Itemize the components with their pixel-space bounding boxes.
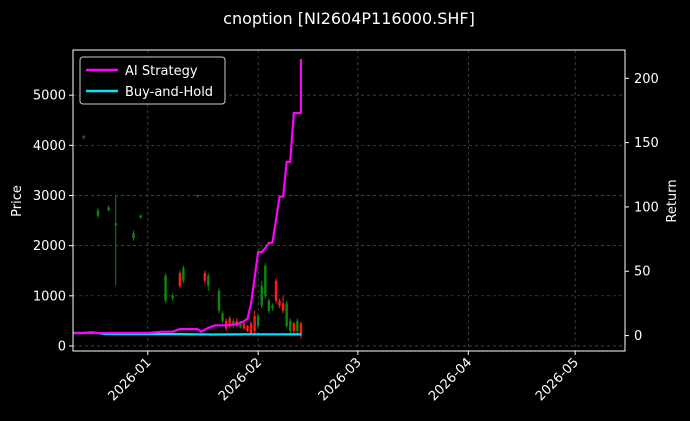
y2-tick-label: 200 bbox=[634, 72, 659, 87]
candle-body bbox=[178, 273, 182, 286]
candle-body bbox=[242, 323, 246, 329]
y-axis-label: Price bbox=[10, 185, 25, 217]
y-tick-label: 0 bbox=[58, 339, 66, 354]
tick-marks: 2026-01 2026-02 2026-03 2026-04 2026-0501000… bbox=[33, 72, 659, 404]
y-tick-label: 3000 bbox=[33, 189, 66, 204]
candle-body bbox=[281, 303, 285, 311]
candle-body bbox=[203, 273, 206, 281]
candle-body bbox=[292, 323, 295, 331]
candle-body bbox=[114, 223, 117, 226]
candle-body bbox=[246, 325, 249, 331]
candle-body bbox=[196, 195, 199, 197]
y2-tick-label: 150 bbox=[634, 136, 659, 151]
candle-body bbox=[249, 323, 253, 334]
candle-body bbox=[232, 320, 235, 326]
candle-body bbox=[82, 136, 85, 138]
candle-body bbox=[182, 268, 185, 281]
y-tick-label: 2000 bbox=[33, 239, 66, 254]
candles bbox=[82, 135, 303, 339]
y2-tick-label: 100 bbox=[634, 200, 659, 215]
candle-body bbox=[285, 303, 288, 326]
candle-body bbox=[217, 290, 221, 311]
candle-body bbox=[289, 320, 292, 331]
y-tick-label: 4000 bbox=[33, 139, 66, 154]
candle-body bbox=[171, 295, 174, 299]
candle-body bbox=[274, 280, 278, 301]
legend: AI Strategy Buy-and-Hold bbox=[79, 56, 226, 105]
candle-body bbox=[260, 285, 263, 306]
candle-body bbox=[299, 323, 303, 336]
candle-body bbox=[253, 315, 256, 331]
candle-body bbox=[271, 305, 274, 309]
candle-body bbox=[164, 275, 167, 301]
y-tick-label: 5000 bbox=[33, 89, 66, 104]
candle-body bbox=[207, 275, 210, 286]
candle-body bbox=[267, 300, 271, 311]
candle-body bbox=[264, 265, 267, 296]
y-tick-label: 1000 bbox=[33, 289, 66, 304]
x-tick-label: 2026-04 bbox=[426, 355, 475, 404]
series-line-ai-strategy bbox=[73, 59, 302, 335]
candle-body bbox=[278, 300, 281, 306]
candle-body bbox=[132, 233, 135, 239]
legend-label-buy-and-hold: Buy-and-Hold bbox=[125, 85, 213, 100]
plot-frame bbox=[72, 49, 626, 352]
candle-body bbox=[96, 210, 100, 216]
x-tick-label: 2026-01 bbox=[106, 355, 155, 404]
candle-body bbox=[139, 215, 142, 218]
y2-tick-label: 50 bbox=[634, 265, 651, 280]
chart-title: cnoption [NI2604P116000.SHF] bbox=[223, 9, 475, 28]
x-tick-label: 2026-03 bbox=[316, 355, 365, 404]
candle-body bbox=[239, 323, 242, 327]
candle-body bbox=[107, 207, 110, 211]
x-tick-label: 2026-02 bbox=[216, 355, 265, 404]
y2-tick-label: 0 bbox=[634, 329, 642, 344]
candle-body bbox=[256, 315, 260, 326]
y2-axis-label: Return bbox=[665, 179, 680, 222]
candle-body bbox=[228, 318, 231, 326]
legend-label-ai-strategy: AI Strategy bbox=[125, 64, 198, 79]
candle-body bbox=[221, 313, 224, 321]
series-lines bbox=[73, 59, 302, 336]
x-tick-label: 2026-05 bbox=[533, 355, 582, 404]
candle-body bbox=[296, 320, 299, 331]
